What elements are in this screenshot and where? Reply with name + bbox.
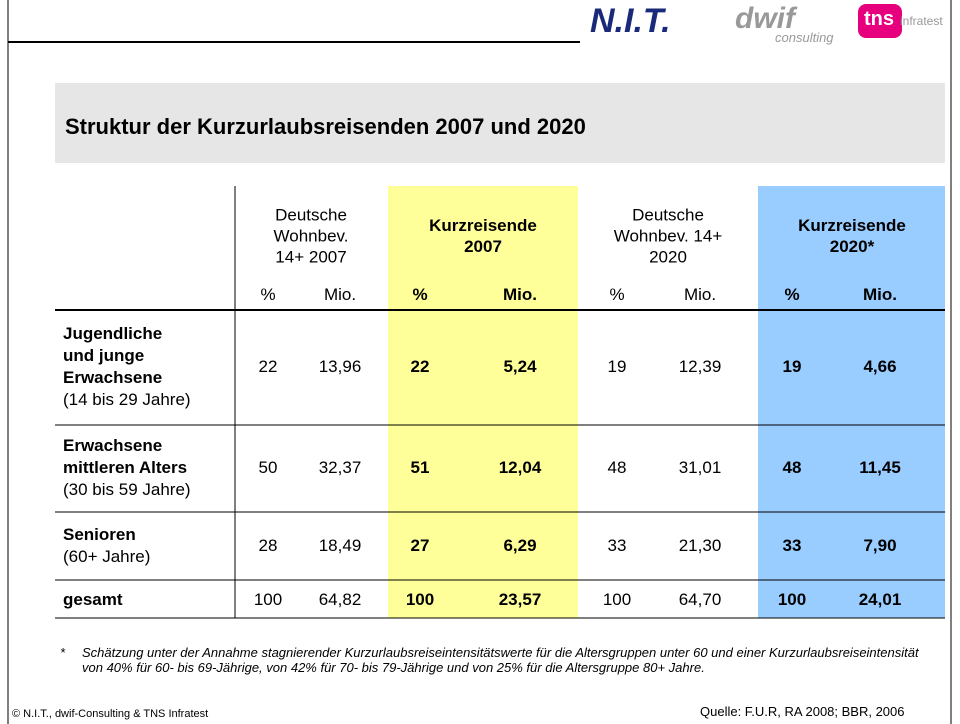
- column-header: Mio.: [863, 285, 897, 304]
- row-label: Senioren (60+ Jahre): [63, 524, 150, 568]
- cell: 31,01: [678, 458, 722, 477]
- cell: 33: [782, 536, 802, 555]
- row-title: gesamt: [63, 590, 123, 609]
- cell: 100: [405, 590, 435, 609]
- column-header: Mio.: [503, 285, 537, 304]
- cell: 64,70: [678, 590, 722, 609]
- logo-dwif-sub: consulting: [775, 30, 834, 45]
- cell: 11,45: [859, 458, 901, 477]
- cell: 28: [258, 536, 278, 555]
- logo-tns-sub: infratest: [900, 14, 943, 28]
- cell: 19: [607, 357, 627, 376]
- cell: 100: [777, 590, 807, 609]
- cell: 6,29: [503, 536, 537, 555]
- footnote-mark: *: [60, 645, 66, 660]
- cell: 21,30: [678, 536, 722, 555]
- cell: 48: [607, 458, 627, 477]
- column-header: %: [412, 285, 428, 304]
- row-label: gesamt: [63, 589, 123, 611]
- column-group: Kurzreisende 2007: [429, 216, 537, 256]
- cell: 100: [602, 590, 632, 609]
- column-header: %: [609, 285, 625, 304]
- title: Struktur der Kurzurlaubsreisenden 2007 u…: [65, 114, 586, 139]
- row-title: Erwachsene mittleren Alters: [63, 436, 188, 477]
- cell: 32,37: [318, 458, 362, 477]
- column-header: Mio.: [323, 285, 357, 304]
- row-subtitle: (60+ Jahre): [63, 547, 151, 566]
- cell: 33: [607, 536, 627, 555]
- cell: 18,49: [318, 536, 362, 555]
- cell: 50: [258, 458, 278, 477]
- cell: 5,24: [503, 357, 537, 376]
- cell: 12,04: [498, 458, 542, 477]
- row-title: Jugendliche und junge Erwachsene: [63, 324, 163, 387]
- cell: 12,39: [678, 357, 722, 376]
- column-header: Mio.: [683, 285, 717, 304]
- logo-dwif: dwif: [735, 2, 795, 35]
- column-header: %: [784, 285, 800, 304]
- column-header: %: [260, 285, 276, 304]
- cell: 23,57: [498, 590, 542, 609]
- source: Quelle: F.U.R, RA 2008; BBR, 2006: [700, 704, 905, 719]
- row-subtitle: (30 bis 59 Jahre): [63, 480, 191, 499]
- cell: 27: [410, 536, 430, 555]
- cell: 19: [782, 357, 802, 376]
- cell: 22: [410, 357, 430, 376]
- logo-nit: N.I.T.: [590, 2, 671, 40]
- column-group: Deutsche Wohnbev. 14+ 2007: [273, 205, 349, 267]
- cell: 64,82: [318, 590, 362, 609]
- copyright: © N.I.T., dwif-Consulting & TNS Infrates…: [12, 708, 209, 720]
- column-group: Deutsche Wohnbev. 14+ 2020: [613, 205, 723, 267]
- row-label: Jugendliche und junge Erwachsene (14 bis …: [63, 323, 191, 411]
- cell: 13,96: [318, 357, 362, 376]
- row-subtitle: (14 bis 29 Jahre): [63, 390, 191, 409]
- cell: 51: [410, 458, 430, 477]
- cell: 100: [253, 590, 283, 609]
- cell: 22: [258, 357, 278, 376]
- row-title: Senioren: [63, 525, 136, 544]
- cell: 7,90: [863, 536, 897, 555]
- cell: 4,66: [863, 357, 897, 376]
- footnote: Schätzung unter der Annahme stagnierende…: [82, 645, 919, 675]
- cell: 48: [782, 458, 802, 477]
- logo-tns: tns: [864, 8, 894, 30]
- cell: 24,01: [858, 590, 902, 609]
- row-label: Erwachsene mittleren Alters (30 bis 59 Ja…: [63, 435, 191, 501]
- column-group: Kurzreisende 2020*: [798, 216, 906, 256]
